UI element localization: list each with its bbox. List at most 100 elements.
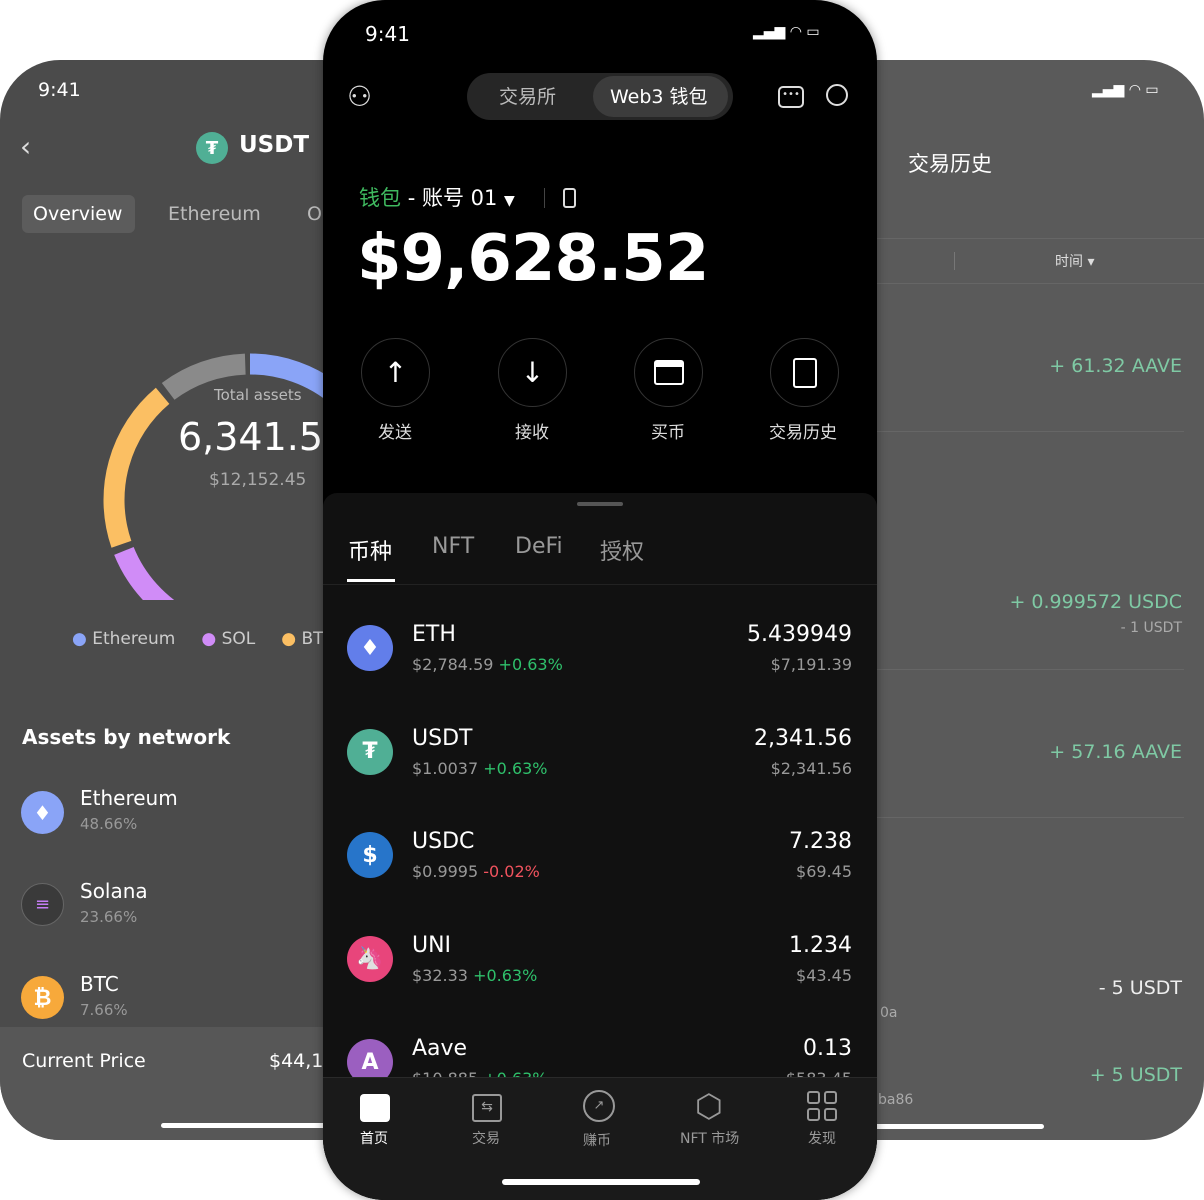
nav-trade[interactable]: 交易	[472, 1131, 500, 1147]
center-phone-wallet: 9:41 ▂▄▆ ◠ ▭ ⚇ 交易所 Web3 钱包 ••• 钱包 - 账号 0…	[323, 0, 877, 1200]
segment-other	[161, 353, 246, 400]
back-chevron-icon[interactable]: ‹	[20, 130, 32, 163]
tab-approvals[interactable]: 授权	[600, 540, 645, 565]
home-indicator	[502, 1179, 700, 1185]
status-icons: ▂▄▆ ◠ ▭	[1092, 82, 1159, 98]
tx-amount: + 5 USDT	[1089, 1064, 1182, 1086]
status-icons: ▂▄▆ ◠ ▭	[753, 24, 820, 40]
token-value: $69.45	[796, 862, 852, 881]
time-filter-dropdown[interactable]: 时间 ▾	[1055, 254, 1095, 270]
tx-address: ba86	[878, 1092, 914, 1108]
network-name: Ethereum	[80, 786, 178, 810]
segment-sol	[114, 546, 175, 600]
nav-nft-market[interactable]: NFT 市场	[680, 1131, 740, 1147]
status-time: 9:41	[38, 79, 81, 101]
receive-label: 接收	[515, 423, 549, 443]
tx-address: 0a	[880, 1005, 898, 1021]
segment-btc	[103, 387, 170, 548]
token-value: $583.45	[786, 1069, 852, 1077]
search-icon[interactable]	[826, 84, 848, 106]
divider	[954, 252, 955, 270]
tab-tokens[interactable]: 币种	[348, 540, 393, 565]
page-title: 交易历史	[908, 152, 992, 176]
divider	[323, 584, 877, 585]
tx-amount: + 57.16 AAVE	[1049, 741, 1182, 763]
solana-icon: ≡	[21, 883, 64, 926]
tab-overview[interactable]	[22, 195, 135, 233]
tx-amount: + 0.999572 USDC	[1009, 591, 1182, 613]
profile-icon[interactable]: ⚇	[347, 80, 373, 113]
message-icon[interactable]: •••	[778, 86, 804, 108]
tab-other[interactable]: O	[307, 203, 322, 225]
token-symbol: UNI	[412, 932, 452, 958]
tab-ethereum[interactable]: Ethereum	[168, 203, 261, 225]
tab-overview-label: Overview	[33, 203, 123, 225]
buy-label: 买币	[651, 423, 685, 443]
home-indicator	[850, 1124, 1044, 1129]
network-name: BTC	[80, 972, 119, 996]
usdt-icon: ₮	[347, 728, 393, 775]
sheet-handle[interactable]	[577, 502, 623, 506]
tab-exchange[interactable]: 交易所	[499, 86, 557, 108]
arrow-up-icon[interactable]: ↑	[361, 338, 430, 407]
nav-discover[interactable]: 发现	[808, 1131, 836, 1147]
nft-icon[interactable]: ⬡	[695, 1087, 723, 1125]
tx-amount: - 5 USDT	[1098, 977, 1182, 999]
network-pct: 23.66%	[80, 908, 138, 926]
divider	[790, 238, 1204, 239]
nav-home[interactable]: 首页	[360, 1131, 388, 1147]
token-amount: 1.234	[789, 932, 852, 958]
uni-icon: 🦄	[347, 935, 393, 982]
tab-web3-wallet-label: Web3 钱包	[610, 86, 708, 108]
token-list: ♦ ETH $2,784.59 +0.63% 5.439949 $7,191.39 ₮ US…	[323, 0, 877, 1077]
history-icon[interactable]	[770, 338, 839, 407]
token-price: $10.885 +0.63%	[412, 1069, 548, 1077]
token-price: $2,784.59 +0.63%	[412, 655, 563, 674]
network-pct: 7.66%	[80, 1001, 128, 1019]
card-icon[interactable]	[634, 338, 703, 407]
token-amount: 7.238	[789, 829, 852, 854]
legend-sol: ● SOL	[201, 629, 256, 649]
tab-defi[interactable]: DeFi	[515, 534, 563, 559]
token-amount: 0.13	[803, 1036, 852, 1061]
bottom-nav: 首页 ⇆ 交易 ↗ 赚币 ⬡ NFT 市场 发现	[323, 1077, 877, 1200]
active-tab-underline	[347, 579, 395, 582]
eth-icon: ♦	[347, 625, 393, 671]
divider	[790, 283, 1204, 284]
token-amount: 5.439949	[747, 622, 852, 647]
token-price: $0.9995 -0.02%	[412, 862, 540, 881]
trade-icon[interactable]: ⇆	[472, 1094, 502, 1122]
token-symbol: USDT	[412, 725, 473, 751]
status-time: 9:41	[365, 22, 410, 46]
usdt-icon: ₮	[196, 132, 228, 164]
network-name: Solana	[80, 879, 148, 903]
ethereum-icon: ♦	[21, 791, 64, 834]
usdc-icon: $	[347, 832, 393, 878]
copy-icon[interactable]	[563, 188, 576, 208]
token-price: $32.33 +0.63%	[412, 965, 538, 985]
home-icon[interactable]	[360, 1094, 390, 1122]
divider	[544, 188, 545, 208]
tx-amount: + 61.32 AAVE	[1049, 355, 1182, 377]
tab-nft[interactable]: NFT	[432, 534, 475, 559]
token-value: $43.45	[796, 965, 852, 985]
tab-web3-wallet[interactable]	[593, 76, 728, 117]
tx-sub-amount: - 1 USDT	[1120, 620, 1182, 636]
nav-earn[interactable]: 赚币	[583, 1133, 611, 1149]
token-value: $7,191.39	[770, 655, 852, 674]
token-amount: 2,341.56	[754, 725, 852, 751]
network-pct: 48.66%	[80, 815, 138, 833]
legend-ethereum: ● Ethereum	[72, 629, 176, 649]
token-symbol: USDC	[412, 829, 475, 854]
current-price-label: Current Price	[22, 1050, 146, 1072]
home-indicator	[161, 1123, 361, 1128]
bitcoin-icon: ₿	[21, 976, 64, 1019]
token-symbol: ETH	[412, 622, 456, 647]
total-assets-value: 6,341.56	[178, 415, 348, 459]
current-price-value: $44,1	[269, 1050, 324, 1072]
earn-icon[interactable]: ↗	[583, 1090, 615, 1122]
wallet-balance: $9,628.52	[357, 222, 709, 296]
account-selector[interactable]: 钱包 - 账号 01 ▼	[359, 186, 515, 210]
arrow-down-icon[interactable]: ↓	[498, 338, 567, 407]
discover-icon[interactable]	[807, 1091, 837, 1121]
